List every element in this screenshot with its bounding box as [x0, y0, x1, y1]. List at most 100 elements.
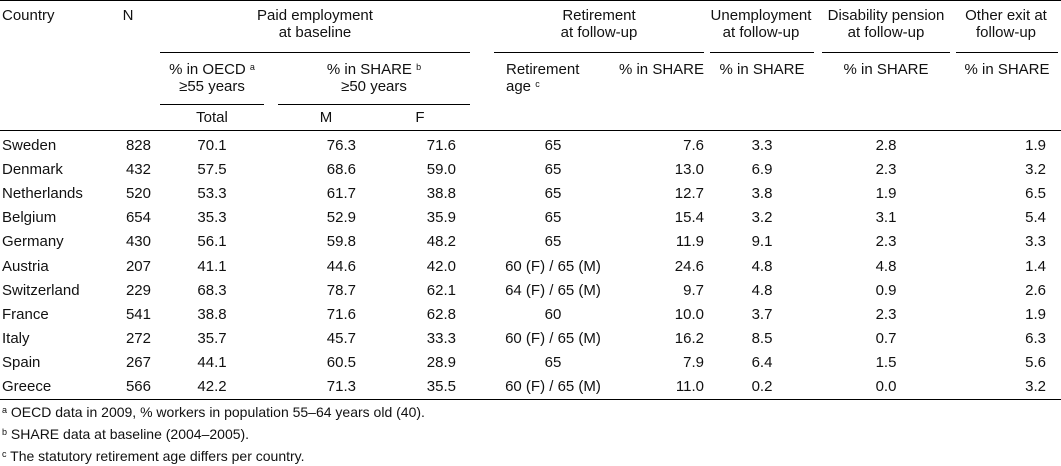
cell-share-f: 38.8	[426, 185, 456, 203]
cell-disability: 0.9	[875, 281, 897, 299]
cell-retirement-age: 65	[544, 233, 562, 251]
cell-retirement-pct: 11.0	[675, 378, 704, 395]
cell-n: 432	[125, 161, 151, 179]
subheader-oecd-line1: % in OECD a	[169, 61, 255, 78]
cell-disability: 1.5	[875, 353, 897, 371]
subheader-retirement-age: Retirement age c	[506, 61, 579, 95]
subheader-f: F	[415, 109, 425, 126]
cell-other-exit: 5.6	[1025, 353, 1046, 371]
subheader-retirement-pct: % in SHARE	[618, 61, 704, 78]
cell-oecd-total: 35.7	[197, 329, 227, 347]
header-retirement: Retirement at follow-up	[494, 7, 704, 41]
cell-n: 828	[125, 137, 151, 154]
cell-oecd-total: 38.8	[197, 305, 227, 323]
subheader-retirement-age-line1: Retirement	[506, 61, 580, 78]
subheader-oecd-line2: ≥55 years	[179, 78, 245, 95]
cell-other-exit: 6.5	[1025, 185, 1046, 203]
cell-retirement-age: 65	[544, 209, 562, 227]
cell-oecd-total: 53.3	[197, 185, 227, 203]
cell-disability: 2.3	[875, 233, 897, 251]
cell-retirement-pct: 11.9	[675, 233, 704, 251]
cell-share-m: 59.8	[326, 233, 356, 251]
cell-share-f: 48.2	[426, 233, 456, 251]
cell-country: Austria	[2, 257, 49, 275]
cell-share-m: 76.3	[326, 137, 356, 154]
cell-retirement-age: 60	[544, 305, 562, 323]
top-rule	[0, 0, 1061, 1]
table-row: Spain 267 44.1 60.5 28.9 65 7.9 6.4 1.5 5.6	[0, 351, 1061, 375]
cell-retirement-age: 60 (F) / 65 (M)	[505, 329, 601, 347]
cell-n: 566	[125, 378, 151, 395]
subheader-share: % in SHARE b ≥50 years	[278, 61, 470, 95]
cell-unemployment: 0.2	[751, 378, 773, 395]
cell-other-exit: 2.6	[1025, 281, 1046, 299]
header-other-exit-line2: follow-up	[975, 24, 1037, 41]
cell-share-f: 35.5	[426, 378, 456, 395]
header-disability: Disability pension at follow-up	[820, 7, 952, 41]
cell-country: Greece	[2, 378, 52, 395]
cell-country: Belgium	[2, 209, 57, 227]
cell-unemployment: 3.8	[751, 185, 773, 203]
cell-oecd-total: 68.3	[197, 281, 227, 299]
header-paid-employment-line2: at baseline	[278, 24, 352, 41]
table-row: Belgium 654 35.3 52.9 35.9 65 15.4 3.2 3.1 5.4	[0, 206, 1061, 230]
cell-other-exit: 1.4	[1025, 257, 1046, 275]
cell-share-f: 71.6	[426, 137, 456, 154]
cell-retirement-pct: 13.0	[674, 161, 704, 179]
cell-n: 430	[125, 233, 151, 251]
cell-disability: 0.0	[875, 378, 897, 395]
cell-share-m: 61.7	[326, 185, 356, 203]
cell-other-exit: 5.4	[1025, 209, 1046, 227]
cell-disability: 3.1	[875, 209, 897, 227]
cell-disability: 0.7	[875, 329, 897, 347]
cell-disability: 1.9	[875, 185, 897, 203]
cell-share-f: 42.0	[426, 257, 456, 275]
cell-share-f: 35.9	[426, 209, 456, 227]
cell-unemployment: 6.4	[751, 353, 773, 371]
cell-country: Switzerland	[2, 281, 80, 299]
subheader-disability-pct: % in SHARE	[843, 61, 929, 78]
cell-oecd-total: 35.3	[197, 209, 227, 227]
cell-share-m: 78.7	[326, 281, 356, 299]
table-row: France 541 38.8 71.6 62.8 60 10.0 3.7 2.3 1.9	[0, 303, 1061, 327]
cell-oecd-total: 70.1	[197, 137, 227, 154]
footnote-c: c The statutory retirement age differs p…	[2, 448, 305, 464]
rule-other-exit	[956, 52, 1058, 53]
bottom-rule	[0, 399, 1061, 400]
cell-retirement-age: 65	[544, 137, 562, 154]
table-row: Netherlands 520 53.3 61.7 38.8 65 12.7 3.8 1.9 6.…	[0, 182, 1061, 206]
cell-share-m: 60.5	[326, 353, 356, 371]
cell-retirement-age: 65	[544, 161, 562, 179]
header-retirement-line2: at follow-up	[560, 24, 638, 41]
header-unemployment-line1: Unemployment	[710, 7, 812, 24]
cell-share-m: 45.7	[326, 329, 356, 347]
cell-share-f: 59.0	[426, 161, 456, 179]
cell-retirement-age: 65	[544, 185, 562, 203]
cell-share-f: 62.1	[426, 281, 456, 299]
cell-n: 272	[125, 329, 151, 347]
subheader-retirement-age-line2: age c	[506, 78, 540, 95]
cell-disability: 2.8	[875, 137, 897, 154]
subheader-other-exit-pct: % in SHARE	[964, 61, 1050, 78]
header-other-exit-line1: Other exit at	[965, 7, 1047, 24]
header-n: N	[122, 7, 134, 24]
cell-country: Spain	[2, 353, 41, 371]
cell-retirement-age: 60 (F) / 65 (M)	[505, 257, 601, 275]
cell-unemployment: 8.5	[751, 329, 773, 347]
cell-retirement-pct: 12.7	[674, 185, 704, 203]
cell-disability: 2.3	[875, 305, 897, 323]
footnote-a: a OECD data in 2009, % workers in popula…	[2, 404, 425, 420]
cell-country: Italy	[2, 329, 30, 347]
subheader-unemployment-pct: % in SHARE	[719, 61, 805, 78]
subheader-m: M	[319, 109, 333, 126]
rule-disability	[822, 52, 950, 53]
table-row: Sweden 828 70.1 76.3 71.6 65 7.6 3.3 2.8 1.9	[0, 134, 1061, 158]
cell-unemployment: 4.8	[751, 257, 773, 275]
cell-unemployment: 4.8	[751, 281, 773, 299]
cell-other-exit: 1.9	[1025, 137, 1046, 154]
cell-unemployment: 6.9	[751, 161, 773, 179]
cell-retirement-pct: 15.4	[674, 209, 704, 227]
header-unemployment-line2: at follow-up	[722, 24, 800, 41]
cell-n: 654	[125, 209, 151, 227]
